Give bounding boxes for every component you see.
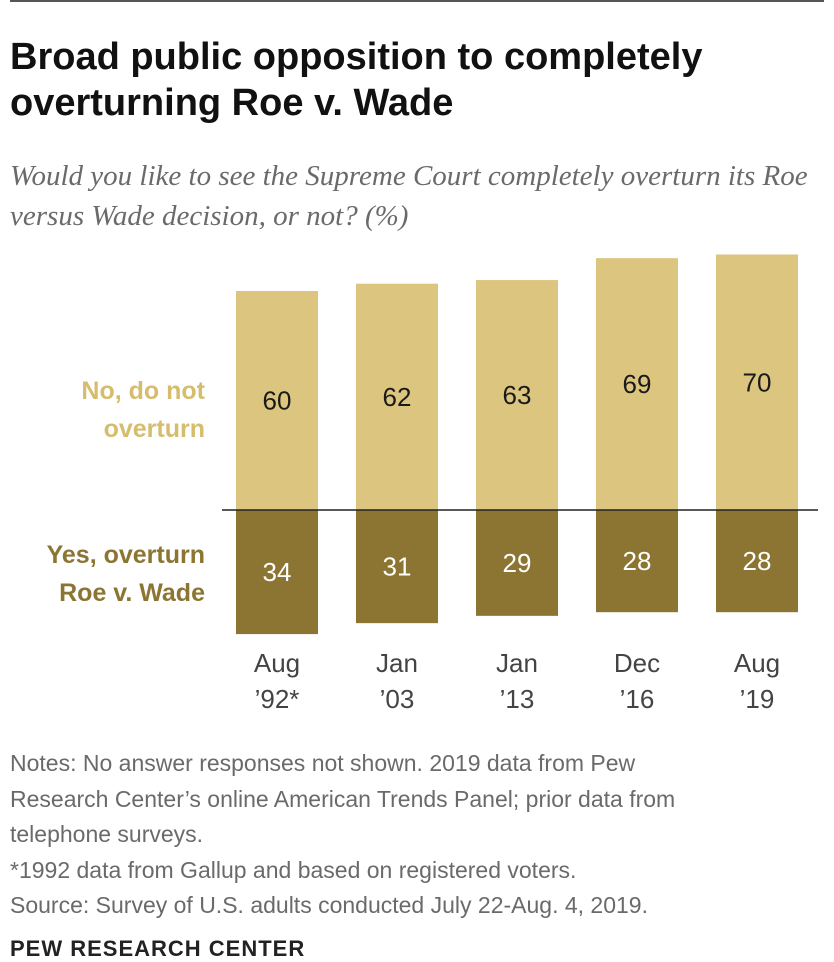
- data-label-no-1: 62: [383, 382, 412, 412]
- bar-yes-0: [236, 510, 318, 635]
- x-tick-label-4-0: Aug: [734, 648, 780, 678]
- data-label-no-4: 70: [743, 367, 772, 397]
- data-label-yes-0: 34: [263, 557, 292, 587]
- data-label-yes-2: 29: [503, 548, 532, 578]
- data-label-no-2: 63: [503, 380, 532, 410]
- bar-chart: 60 34 Aug ’92* 62 31 Jan ’03 63 29 Jan ’13 69 28 Dec ’1…: [222, 254, 818, 714]
- notes-line-5: Source: Survey of U.S. adults conducted …: [10, 892, 648, 918]
- chart-subtitle: Would you like to see the Supreme Court …: [10, 160, 808, 232]
- bar-yes-3: [596, 510, 678, 613]
- bar-yes-1: [356, 510, 438, 624]
- notes-line-4: *1992 data from Gallup and based on regi…: [10, 856, 577, 883]
- notes-line-2: Research Center’s online American Trends…: [10, 785, 676, 812]
- data-label-no-3: 69: [623, 369, 652, 399]
- series-label-no-line-1: No, do not: [81, 377, 205, 405]
- x-tick-label-4-1: ’19: [740, 684, 775, 714]
- notes-line-1: Notes: No answer responses not shown. 20…: [10, 750, 636, 776]
- bar-yes-4: [716, 510, 798, 613]
- data-label-no-0: 60: [263, 386, 292, 416]
- x-tick-label-3-0: Dec: [614, 648, 660, 678]
- x-tick-label-0-1: ’92*: [255, 684, 300, 714]
- data-label-yes-1: 31: [383, 552, 412, 582]
- x-tick-label-2-0: Jan: [496, 648, 538, 678]
- x-tick-label-2-1: ’13: [500, 684, 535, 714]
- bar-yes-2: [476, 510, 558, 616]
- series-label-yes-line-2: Roe v. Wade: [59, 579, 205, 607]
- x-tick-label-0-0: Aug: [254, 648, 300, 678]
- x-tick-label-1-0: Jan: [376, 648, 418, 678]
- bar-no-3: [596, 258, 678, 510]
- series-label-yes-line-1: Yes, overturn: [46, 541, 205, 569]
- bar-no-2: [476, 280, 558, 510]
- series-label-no-line-2: overturn: [103, 415, 205, 443]
- bar-no-0: [236, 291, 318, 510]
- pew-brand: PEW RESEARCH CENTER: [10, 936, 306, 961]
- series-label-yes: Yes, overturn Roe v. Wade: [0, 536, 205, 612]
- data-label-yes-4: 28: [743, 546, 772, 576]
- x-tick-label-1-1: ’03: [380, 684, 415, 714]
- bar-no-1: [356, 283, 438, 510]
- chart-title: Broad public opposition to completely ov…: [10, 36, 703, 124]
- notes-line-3: telephone surveys.: [10, 821, 204, 847]
- series-label-no: No, do not overturn: [0, 372, 205, 448]
- bar-no-4: [716, 254, 798, 510]
- top-rule: [10, 0, 824, 2]
- data-label-yes-3: 28: [623, 546, 652, 576]
- x-tick-label-3-1: ’16: [620, 684, 655, 714]
- notes: Notes: No answer responses not shown. 20…: [10, 746, 825, 924]
